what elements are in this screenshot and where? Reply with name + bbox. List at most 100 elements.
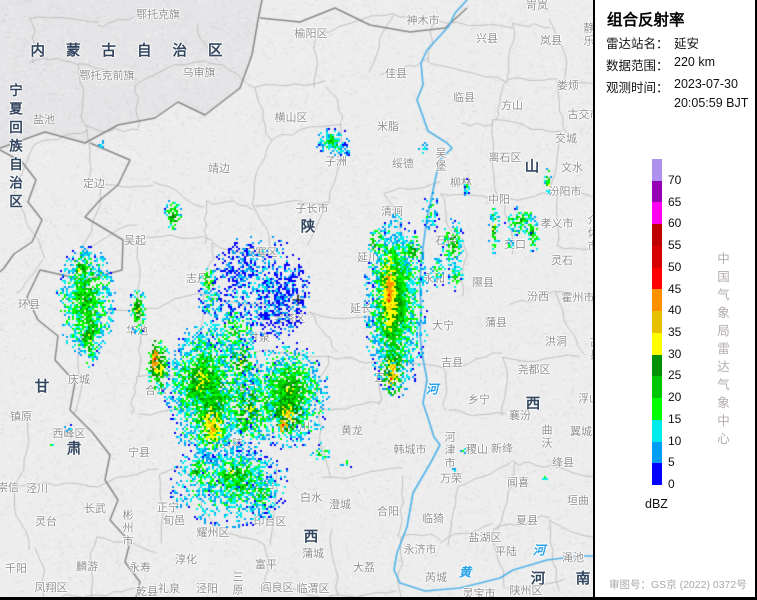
- map-label: 洪洞: [545, 336, 567, 348]
- map-label: 长武: [84, 503, 106, 515]
- legend-colorbar: [652, 159, 662, 486]
- map-label: 灵石: [551, 255, 573, 267]
- map-label: 蒲县: [485, 317, 507, 329]
- map-label: 柳林: [450, 177, 472, 189]
- map-label: 三原: [231, 571, 243, 597]
- map-label: 合阳: [377, 506, 399, 518]
- map-label: 泾川: [26, 483, 48, 495]
- map-label: 宜君: [253, 479, 275, 491]
- legend-color-block: [652, 202, 662, 225]
- province-label: 甘: [34, 379, 50, 396]
- map-label: 淳化: [175, 554, 197, 566]
- legend-tick-label: 60: [668, 216, 682, 231]
- map-label: 清涧: [381, 206, 403, 218]
- map-label: 盐池: [33, 114, 55, 126]
- map-label: 子长市: [295, 203, 329, 215]
- map-label: 子洲: [325, 156, 347, 168]
- legend-tick-label: 0: [668, 477, 675, 491]
- map-label: 交口: [504, 239, 526, 251]
- legend-color-block: [652, 376, 662, 399]
- map-label: 石楼: [435, 235, 457, 247]
- map-label: 古交市: [567, 109, 594, 121]
- legend-color-block: [652, 224, 662, 246]
- map-label: 富县: [235, 384, 257, 396]
- map-label: 绛县: [552, 457, 574, 469]
- map-label: 阎良区: [260, 582, 294, 594]
- map-label: 吴堡: [434, 147, 446, 173]
- map-label: 临渭区: [296, 583, 330, 595]
- legend-tick-label: 15: [668, 411, 682, 426]
- map-label: 介休市: [586, 214, 593, 253]
- map-label: 闻喜: [507, 477, 529, 489]
- map-label: 临县: [453, 92, 475, 104]
- map-label: 汾西: [527, 291, 549, 303]
- map-label: 平陆: [495, 546, 517, 558]
- map-label: 旬邑: [163, 515, 185, 527]
- map-label: 灵宝市: [462, 588, 496, 597]
- province-label: 南: [575, 571, 591, 588]
- map-label: 彬州市: [121, 509, 133, 548]
- map-label: 大荔: [353, 562, 375, 574]
- watermark-vertical: 中国气象局雷达气象中心: [715, 252, 729, 450]
- map-label: 岚县: [540, 35, 562, 47]
- province-label: 陕: [300, 219, 316, 236]
- map-label: 孝义市: [540, 218, 574, 230]
- map-label: 河津市: [443, 431, 455, 470]
- legend-color-block: [652, 180, 662, 203]
- info-panel: 组合反射率 雷达站名： 延安 数据范围： 220 km 观测时间： 2023-0…: [595, 0, 757, 597]
- map-label: 黄龙: [341, 425, 363, 437]
- map-label: 千阳: [5, 563, 27, 575]
- map-label: 志丹: [186, 273, 208, 285]
- map-label: 渑池: [562, 552, 584, 564]
- legend-color-block: [652, 159, 662, 181]
- map-label: 万荣: [440, 473, 462, 485]
- time-label: 观测时间：: [606, 81, 669, 95]
- map-label: 夏县: [516, 515, 538, 527]
- legend-color-block: [652, 398, 662, 420]
- map-label: 大宁: [432, 320, 454, 332]
- map-label: 文水: [561, 162, 583, 174]
- map-label: 延长: [350, 303, 372, 315]
- map-label: 镇原: [10, 411, 32, 423]
- map-label: 麟游: [76, 561, 98, 573]
- legend-tick-label: 55: [668, 238, 682, 253]
- map-label: 延川: [357, 252, 379, 264]
- legend-color-block: [652, 354, 662, 377]
- map-label: 襄汾: [509, 410, 531, 422]
- map-label: 永寿: [129, 562, 151, 574]
- range-value: 220 km: [674, 55, 715, 69]
- legend-tick-label: 5: [668, 455, 675, 470]
- map-label: 凤翔区: [34, 582, 68, 594]
- map-label: 靖边: [208, 163, 230, 175]
- map-label: 霍州市: [561, 292, 594, 304]
- map-label: 尧都区: [517, 364, 551, 376]
- river-label: 河: [425, 382, 439, 397]
- radar-map: 内蒙古自治区 宁夏回族自治区陕西山西甘肃河南黄河河鄂托克旗 乌审旗 鄂托克前旗 盐池 榆阳…: [0, 0, 593, 597]
- map-label: 浮山: [578, 393, 593, 405]
- map-label: 离石区: [488, 152, 522, 164]
- map-label: 安塞区: [244, 247, 278, 259]
- map-label: 横山区: [274, 112, 308, 124]
- legend-tick-label: 40: [668, 303, 682, 318]
- legend-tick-label: 70: [668, 172, 682, 187]
- province-label: 西: [303, 529, 319, 546]
- map-label: 洛川: [288, 421, 310, 433]
- product-title: 组合反射率: [607, 12, 685, 29]
- map-approval-number: 审图号：GS京 (2022) 0372号: [609, 579, 747, 591]
- map-label: 崇信: [0, 482, 19, 494]
- province-label: 宁夏回族自治区: [7, 83, 22, 213]
- map-label: 吉县: [441, 357, 463, 369]
- river-label: 黄: [458, 565, 472, 580]
- legend-tick-label: 45: [668, 281, 682, 296]
- time-value-date: 2023-07-30: [674, 77, 738, 91]
- map-label: 甘泉: [248, 332, 270, 344]
- map-label: 米脂: [377, 121, 399, 133]
- time-value-clock: 20:05:59 BJT: [674, 96, 749, 110]
- map-label: 岢岚: [526, 0, 548, 12]
- range-label: 数据范围：: [606, 59, 669, 73]
- map-label: 榆阳区: [294, 28, 328, 40]
- map-label: 富平: [255, 559, 277, 571]
- map-label: 翼城: [570, 426, 592, 438]
- map-label: 佳县: [385, 68, 407, 80]
- map-label: 兴县: [476, 33, 498, 45]
